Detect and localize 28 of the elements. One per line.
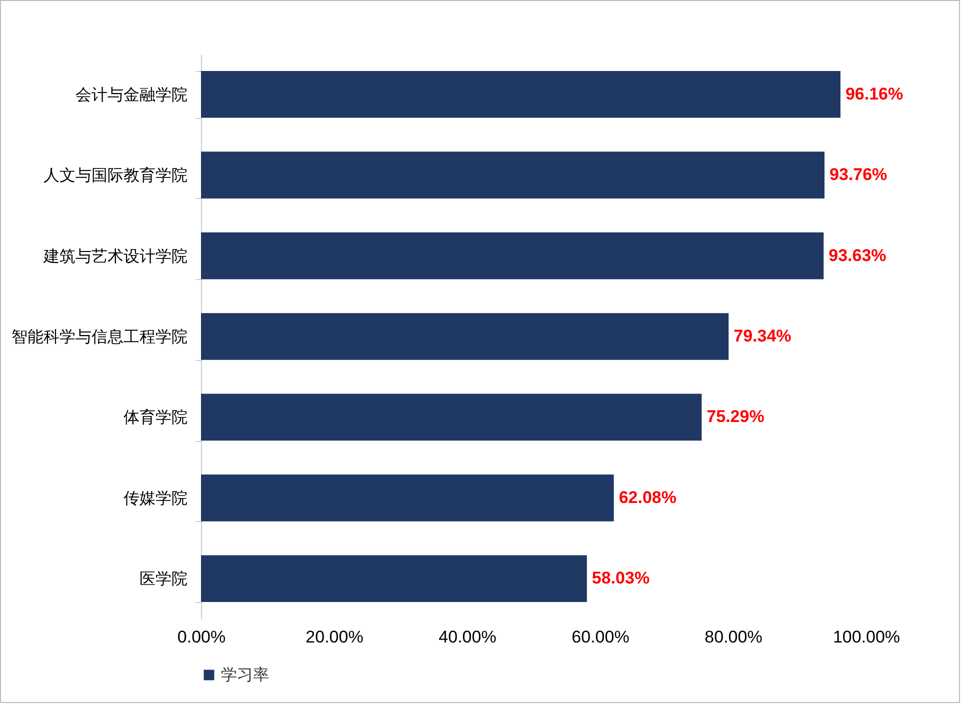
x-tick-label: 60.00% (572, 628, 630, 646)
bar (201, 152, 825, 198)
x-tick-label: 80.00% (704, 628, 762, 646)
x-tick-label: 100.00% (832, 628, 900, 646)
y-tick-label: 传媒学院 (124, 489, 188, 508)
x-tick-label: 0.00% (177, 628, 226, 646)
data-label: 93.63% (828, 246, 886, 265)
bar (201, 555, 587, 602)
y-tick-label: 会计与金融学院 (76, 86, 188, 104)
y-tick-label: 建筑与艺术设计学院 (42, 247, 188, 266)
bar (201, 394, 702, 441)
legend-label: 学习率 (221, 666, 269, 684)
data-label: 96.16% (845, 84, 904, 104)
x-tick-label: 20.00% (306, 628, 364, 646)
x-tick-label: 40.00% (438, 628, 496, 646)
data-label: 75.29% (706, 407, 764, 426)
bar (201, 232, 824, 280)
y-tick-label: 体育学院 (124, 408, 188, 427)
y-tick-label: 医学院 (140, 570, 188, 588)
data-label: 79.34% (734, 326, 792, 346)
data-label: 58.03% (592, 568, 650, 588)
bar (201, 474, 614, 522)
y-tick-label: 人文与国际教育学院 (44, 166, 188, 185)
y-tick-label: 智能科学与信息工程学院 (12, 328, 188, 346)
data-label: 93.76% (830, 165, 888, 184)
bar (201, 313, 729, 360)
data-label: 62.08% (618, 488, 677, 507)
bar (201, 70, 840, 118)
